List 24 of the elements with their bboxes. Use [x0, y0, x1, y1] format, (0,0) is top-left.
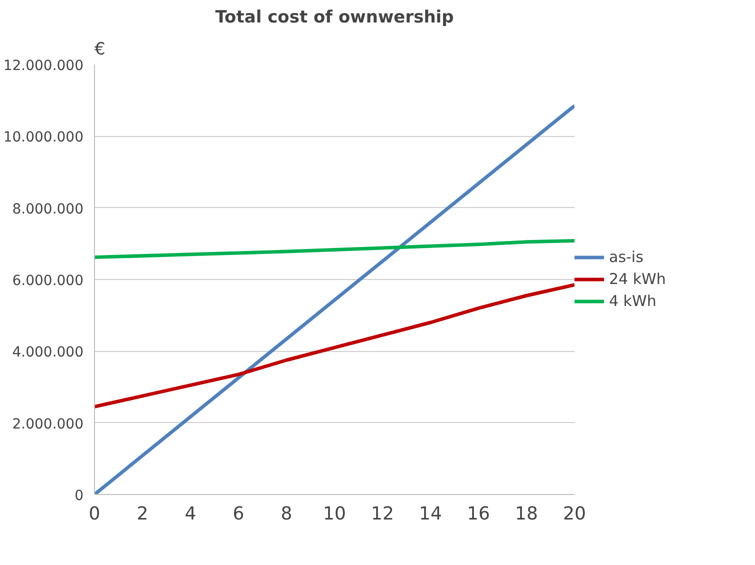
y-axis-title: € [94, 40, 106, 60]
y-tick-label: 12.000.000 [3, 58, 84, 74]
y-tick-label: 2.000.000 [12, 416, 84, 432]
y-tick-label: 6.000.000 [12, 273, 84, 289]
x-tick-label: 18 [515, 504, 538, 524]
y-tick-label: 0 [74, 488, 84, 504]
x-tick-label: 10 [323, 504, 346, 524]
legend-label: 24 kWh [609, 270, 666, 288]
legend-label: 4 kWh [609, 292, 656, 310]
x-tick-label: 8 [280, 504, 292, 524]
x-tick-label: 14 [419, 504, 442, 524]
x-tick-label: 6 [232, 504, 244, 524]
line-series [94, 239, 574, 260]
chart-title: Total cost of ownwership [215, 8, 454, 28]
y-tick-label: 8.000.000 [12, 201, 84, 218]
x-tick-label: 4 [184, 504, 196, 524]
y-tick-label: 10.000.000 [3, 130, 84, 146]
x-tick-label: 0 [88, 504, 100, 524]
x-tick-label: 20 [563, 504, 586, 524]
y-tick-label: 4.000.000 [12, 344, 84, 361]
legend-label: as-is [609, 248, 644, 266]
x-tick-label: 2 [136, 504, 148, 524]
x-tick-label: 16 [467, 504, 490, 524]
x-tick-label: 12 [371, 504, 394, 524]
